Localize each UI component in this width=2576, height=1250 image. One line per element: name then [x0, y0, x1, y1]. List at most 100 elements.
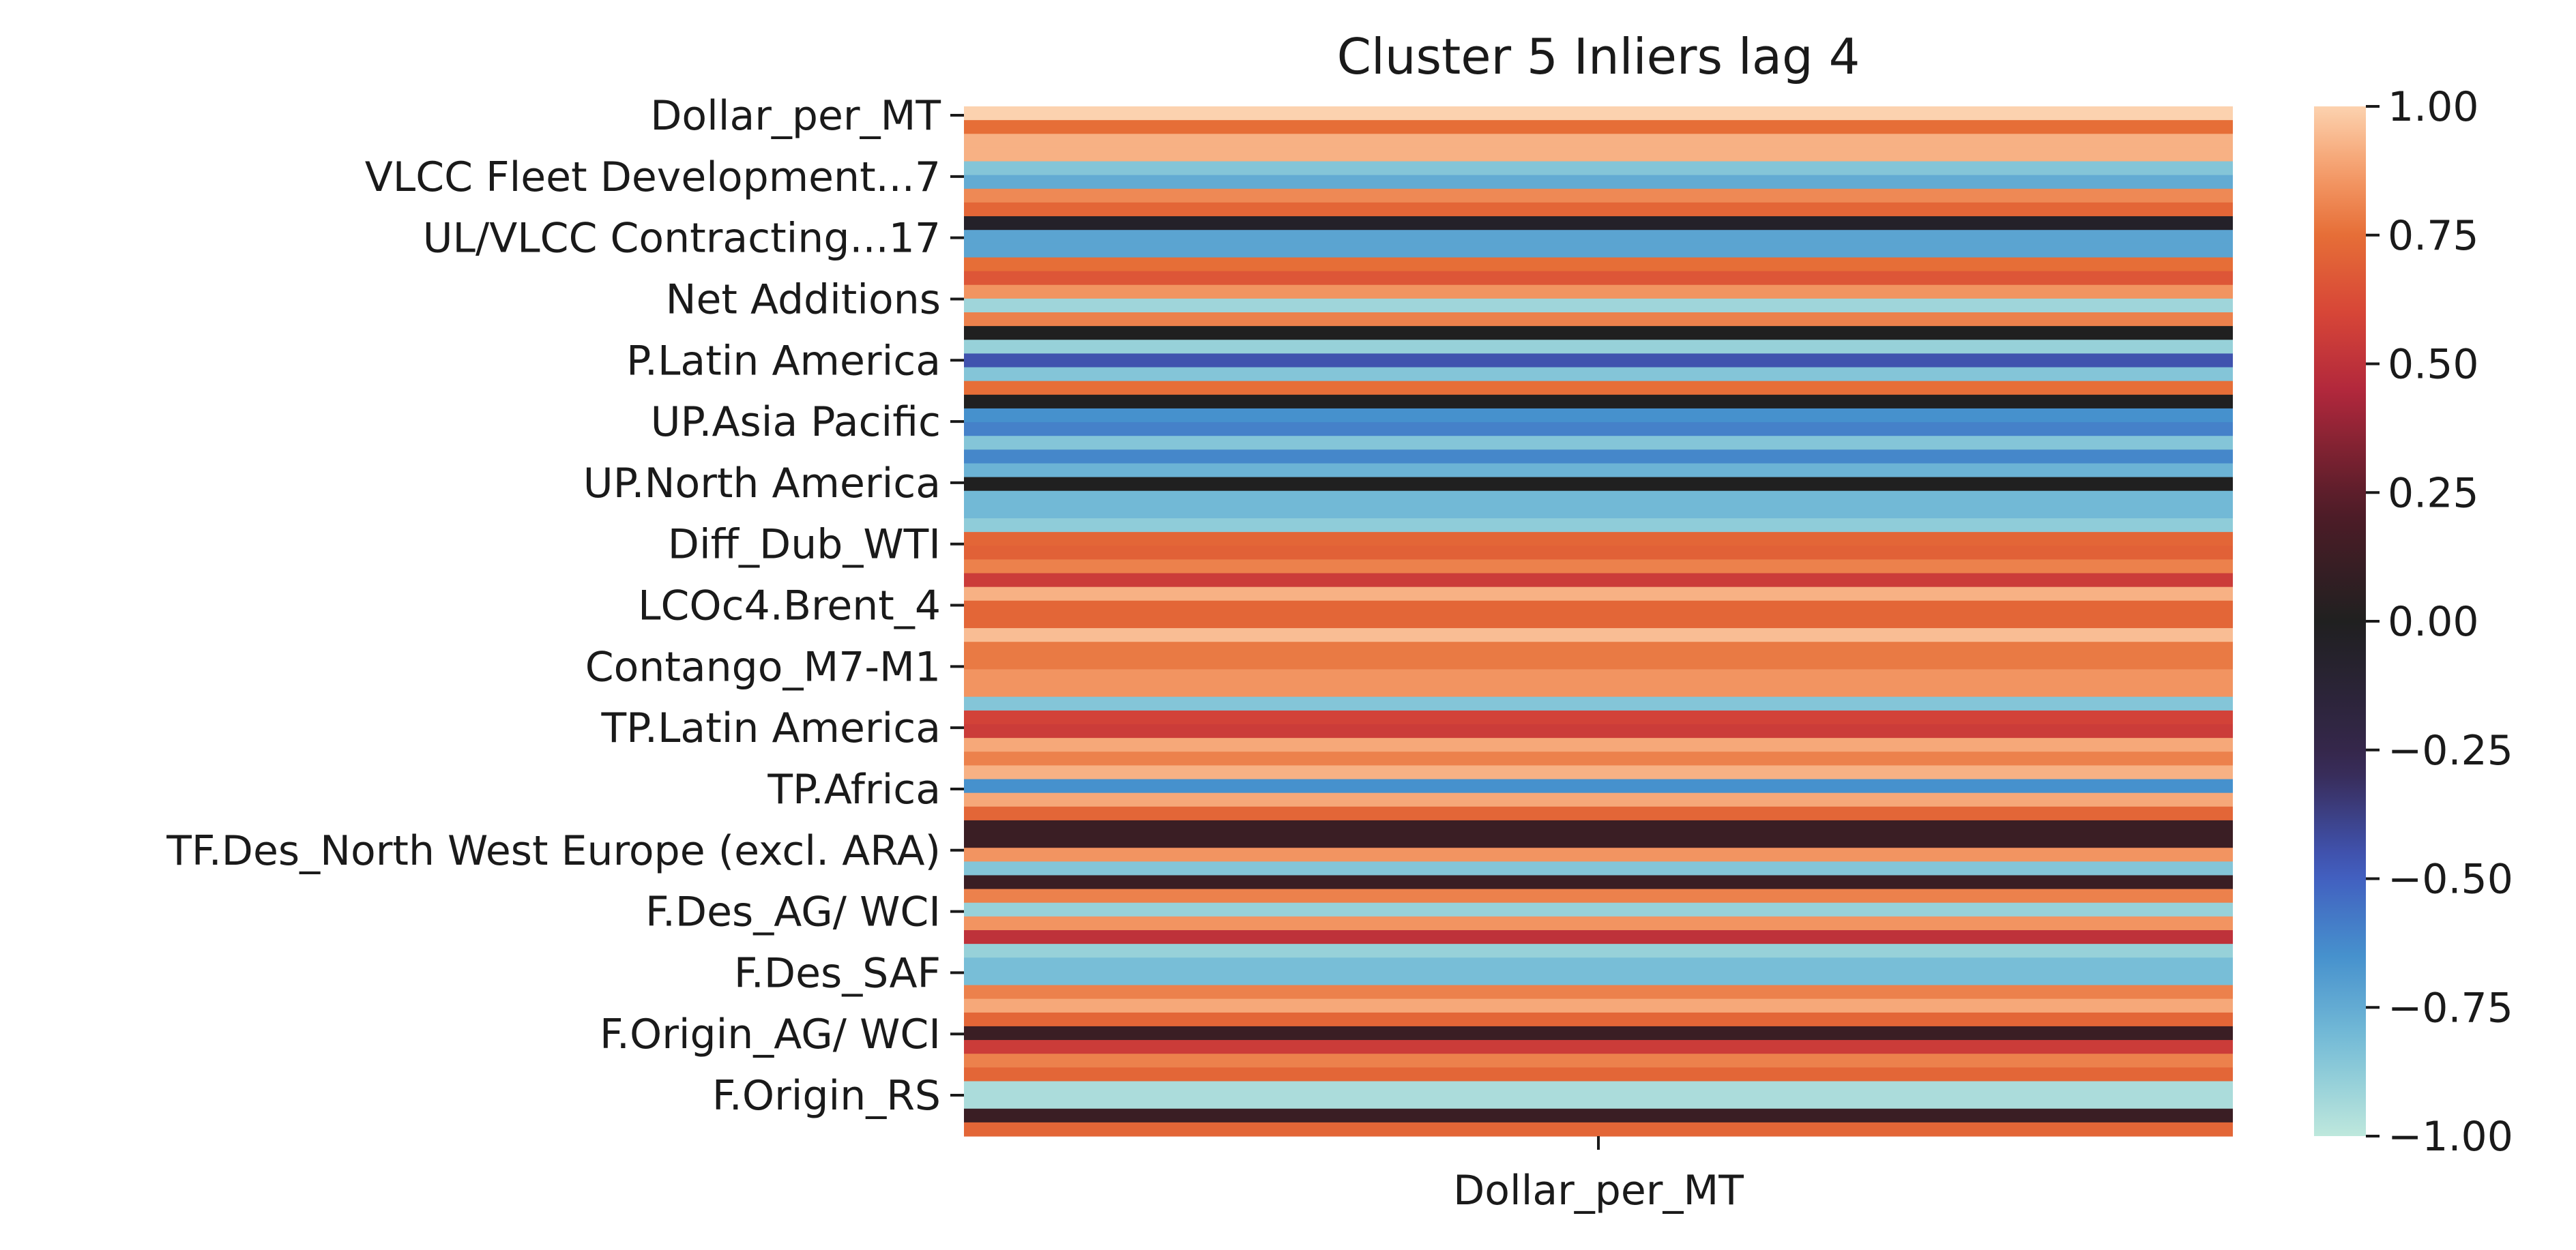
- heatmap-cell: [964, 367, 2233, 382]
- heatmap-cell: [964, 985, 2233, 1000]
- y-tick-label: F.Origin_AG/ WCI: [600, 1011, 941, 1058]
- heatmap-cell: [964, 848, 2233, 862]
- heatmap-cell: [964, 202, 2233, 217]
- heatmap-cell: [964, 930, 2233, 944]
- y-tick-label: F.Des_SAF: [734, 949, 941, 997]
- heatmap-cell: [964, 752, 2233, 766]
- y-tick-label: UL/VLCC Contracting...17: [423, 215, 941, 263]
- y-tick-label: TP.Latin America: [600, 704, 941, 752]
- y-tick-label: TP.Africa: [767, 766, 941, 814]
- heatmap-cell: [964, 1012, 2233, 1027]
- colorbar-tick-label: −0.25: [2388, 727, 2513, 775]
- heatmap-cell: [964, 573, 2233, 588]
- heatmap-cell: [964, 134, 2233, 148]
- heatmap-cell: [964, 188, 2233, 203]
- heatmap-cell: [964, 1067, 2233, 1082]
- heatmap-cell: [964, 916, 2233, 931]
- heatmap-cell: [964, 669, 2233, 684]
- y-tick-label: Dollar_per_MT: [650, 92, 941, 140]
- chart-title: Cluster 5 Inliers lag 4: [1337, 28, 1860, 85]
- colorbar-tick-label: 0.25: [2388, 469, 2479, 517]
- heatmap-cell: [964, 422, 2233, 436]
- heatmap-cell: [964, 490, 2233, 505]
- heatmap-cell: [964, 875, 2233, 890]
- heatmap-cell: [964, 696, 2233, 711]
- heatmap-cell: [964, 298, 2233, 313]
- heatmap-cell: [964, 243, 2233, 258]
- y-tick-label: Contango_M7-M1: [585, 643, 941, 691]
- heatmap-cell: [964, 971, 2233, 986]
- heatmap-cell: [964, 683, 2233, 698]
- heatmap-cell: [964, 120, 2233, 134]
- heatmap-cell: [964, 106, 2233, 121]
- heatmap-cell: [964, 792, 2233, 807]
- heatmap-cell: [964, 1054, 2233, 1068]
- y-tick-label: LCOc4.Brent_4: [638, 582, 941, 630]
- y-tick-label: F.Origin_RS: [712, 1072, 941, 1120]
- heatmap-cell: [964, 381, 2233, 396]
- heatmap-cell: [964, 284, 2233, 299]
- heatmap-cell: [964, 738, 2233, 752]
- heatmap-cell: [964, 957, 2233, 972]
- y-tick-label: UP.Asia Pacific: [651, 398, 941, 446]
- colorbar-tick-label: 0.00: [2388, 598, 2479, 646]
- heatmap-cell: [964, 586, 2233, 601]
- y-tick-label: F.Des_AG/ WCI: [645, 889, 941, 936]
- heatmap-cell: [964, 628, 2233, 642]
- colorbar-tick-label: 0.50: [2388, 341, 2479, 389]
- heatmap-cell: [964, 1122, 2233, 1137]
- heatmap-cell: [964, 710, 2233, 725]
- heatmap-cell: [964, 546, 2233, 560]
- colorbar-ticks: 1.00 0.75 0.50 0.25 0.00 −0.25 −0.50 −0.75 −1.00: [2366, 83, 2513, 1161]
- heatmap-cell: [964, 820, 2233, 835]
- heatmap-cell: [964, 216, 2233, 230]
- heatmap-cell: [964, 340, 2233, 354]
- y-axis: Dollar_per_MT VLCC Fleet Development...7 U…: [166, 92, 964, 1120]
- colorbar-tick-label: −1.00: [2388, 1113, 2513, 1161]
- heatmap-cell: [964, 147, 2233, 162]
- colorbar-tick-label: −0.75: [2388, 984, 2513, 1032]
- heatmap-cell: [964, 518, 2233, 533]
- heatmap-cell: [964, 1040, 2233, 1054]
- heatmap-cell: [964, 477, 2233, 492]
- colorbar: [2314, 106, 2366, 1136]
- heatmap-cell: [964, 257, 2233, 272]
- heatmap-cell: [964, 614, 2233, 629]
- heatmap-cell: [964, 1081, 2233, 1096]
- heatmap-cell: [964, 724, 2233, 739]
- y-tick-label: VLCC Fleet Development...7: [365, 153, 941, 201]
- heatmap-cell: [964, 463, 2233, 478]
- colorbar-tick-label: 1.00: [2388, 83, 2479, 131]
- heatmap-cell: [964, 353, 2233, 368]
- y-tick-label: Net Additions: [666, 276, 941, 323]
- heatmap-cell: [964, 600, 2233, 615]
- heatmap-cells: [964, 106, 2233, 1137]
- heatmap-cell: [964, 889, 2233, 904]
- heatmap-cell: [964, 532, 2233, 546]
- heatmap-cell: [964, 806, 2233, 821]
- heatmap-cell: [964, 271, 2233, 286]
- heatmap-cell: [964, 642, 2233, 656]
- heatmap-cell: [964, 326, 2233, 340]
- heatmap-cell: [964, 655, 2233, 670]
- heatmap-cell: [964, 834, 2233, 848]
- heatmap-cell: [964, 779, 2233, 794]
- x-tick-label: Dollar_per_MT: [1453, 1167, 1744, 1215]
- heatmap-cell: [964, 312, 2233, 327]
- heatmap-cell: [964, 449, 2233, 464]
- heatmap-cell: [964, 944, 2233, 958]
- heatmap-cell: [964, 175, 2233, 190]
- heatmap-cell: [964, 902, 2233, 917]
- heatmap-cell: [964, 559, 2233, 574]
- y-tick-label: UP.North America: [583, 460, 941, 507]
- colorbar-tick-label: −0.50: [2388, 856, 2513, 904]
- heatmap-cell: [964, 1095, 2233, 1110]
- heatmap-cell: [964, 998, 2233, 1013]
- y-tick-label: TF.Des_North West Europe (excl. ARA): [166, 827, 941, 875]
- heatmap-cell: [964, 1026, 2233, 1041]
- heatmap-cell: [964, 230, 2233, 244]
- heatmap-cell: [964, 504, 2233, 519]
- heatmap-cell: [964, 861, 2233, 876]
- y-tick-label: P.Latin America: [626, 337, 941, 385]
